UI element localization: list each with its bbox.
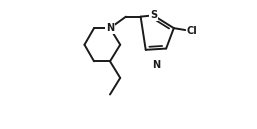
Text: N: N — [152, 60, 161, 70]
Text: Cl: Cl — [187, 26, 197, 36]
Text: S: S — [150, 10, 157, 20]
Text: N: N — [106, 23, 114, 33]
